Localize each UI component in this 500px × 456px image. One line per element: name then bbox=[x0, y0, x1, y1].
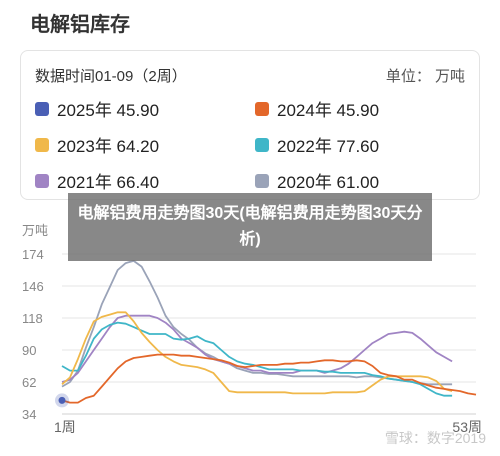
y-tick-label: 174 bbox=[22, 247, 44, 262]
legend-card: 数据时间01-09（2周） 单位： 万吨 2025年 45.90 2024年 4… bbox=[20, 50, 480, 200]
legend-label-2021: 2021年 66.40 bbox=[57, 173, 160, 192]
legend-swatch-2020 bbox=[255, 173, 269, 188]
y-tick-label: 34 bbox=[22, 407, 36, 422]
legend-item-2020[interactable]: 2020年 61.00 bbox=[255, 168, 379, 193]
legend-swatch-2022 bbox=[255, 137, 269, 152]
legend-item-2025[interactable]: 2025年 45.90 bbox=[35, 96, 159, 121]
legend-item-2022[interactable]: 2022年 77.60 bbox=[255, 132, 379, 157]
x-tick-label: 53周 bbox=[452, 419, 482, 435]
legend-swatch-2021 bbox=[35, 173, 49, 188]
series-line-2024 bbox=[61, 353, 477, 404]
series-point-2025 bbox=[58, 396, 66, 404]
unit-label: 单位： 万吨 bbox=[385, 68, 465, 85]
legend-item-2023[interactable]: 2023年 64.20 bbox=[35, 132, 159, 157]
series-line-2023 bbox=[61, 311, 453, 395]
watermark: 雪球：数字2019 bbox=[384, 430, 486, 446]
legend-label-2023: 2023年 64.20 bbox=[57, 137, 160, 156]
data-time-label: 数据时间01-09（2周） bbox=[35, 68, 187, 85]
series-line-2021 bbox=[61, 314, 453, 383]
legend-label-2025: 2025年 45.90 bbox=[57, 101, 160, 120]
legend-swatch-2025 bbox=[35, 101, 49, 116]
y-tick-label: 62 bbox=[22, 375, 36, 390]
y-tick-label: 90 bbox=[22, 343, 36, 358]
legend-swatch-2023 bbox=[35, 137, 49, 152]
y-axis-unit: 万吨 bbox=[22, 223, 48, 238]
legend-label-2020: 2020年 61.00 bbox=[277, 173, 380, 192]
overlay-banner: 电解铝费用走势图30天(电解铝费用走势图30天分析) bbox=[68, 193, 432, 261]
legend-label-2022: 2022年 77.60 bbox=[277, 137, 380, 156]
y-tick-label: 146 bbox=[22, 279, 44, 294]
legend-swatch-2024 bbox=[255, 101, 269, 116]
legend-item-2024[interactable]: 2024年 45.90 bbox=[255, 96, 379, 121]
x-tick-label: 1周 bbox=[54, 419, 76, 435]
page-title: 电解铝库存 bbox=[30, 14, 130, 36]
legend-item-2021[interactable]: 2021年 66.40 bbox=[35, 168, 159, 193]
y-tick-label: 118 bbox=[22, 311, 43, 326]
legend-label-2024: 2024年 45.90 bbox=[277, 101, 380, 120]
